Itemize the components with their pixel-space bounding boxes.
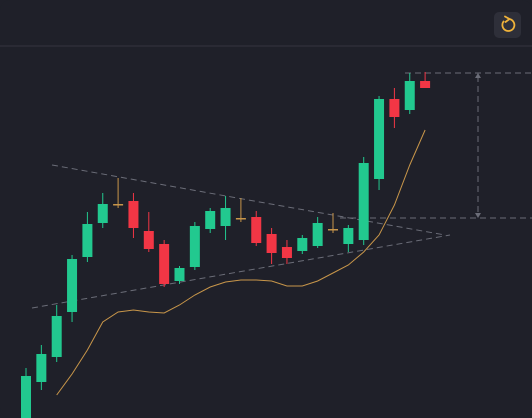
candle-body <box>266 234 277 253</box>
button-bg[interactable] <box>494 12 521 38</box>
candle-body <box>235 218 246 220</box>
candle-body <box>343 228 354 244</box>
moving-average <box>56 129 426 396</box>
trendline-upper <box>51 164 446 236</box>
candle-body <box>82 224 93 257</box>
trendline-lower <box>31 234 451 309</box>
drawings <box>31 72 532 309</box>
candle-body <box>251 217 262 243</box>
candle-body <box>420 81 431 88</box>
candle-body <box>113 204 124 206</box>
candle-body <box>358 163 369 240</box>
candle-body <box>220 208 231 226</box>
candle-body <box>51 316 62 357</box>
candle-body <box>328 229 338 231</box>
candle-body <box>21 376 31 418</box>
candle-body <box>36 354 47 382</box>
candle-body <box>128 201 139 228</box>
candle-body <box>143 231 154 249</box>
refresh-icon[interactable] <box>501 18 516 32</box>
refresh-button[interactable] <box>494 12 521 38</box>
candle-body <box>205 211 216 229</box>
candle-body <box>389 99 400 117</box>
plot <box>21 72 431 418</box>
candle-body <box>159 244 170 284</box>
candle-body <box>174 268 185 281</box>
candle-body <box>189 226 200 267</box>
refresh-arrow[interactable] <box>504 15 511 23</box>
candle-body <box>97 204 108 223</box>
candle-body <box>312 223 323 246</box>
candle-body <box>374 99 385 179</box>
candle-body <box>281 247 292 258</box>
candle-body <box>67 259 78 312</box>
candle-body <box>404 81 415 110</box>
candle-body <box>297 238 308 251</box>
